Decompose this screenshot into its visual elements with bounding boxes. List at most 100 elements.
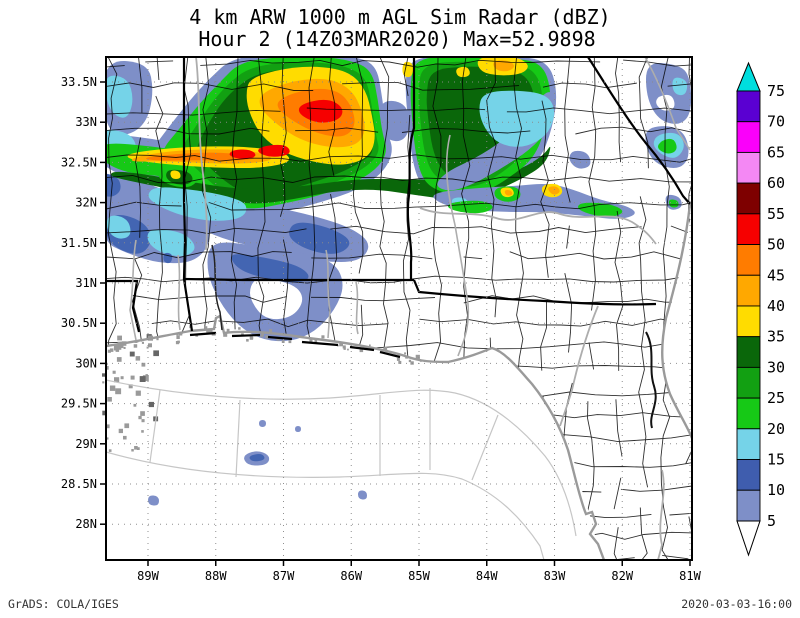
lon-tick-label: 86W — [340, 569, 362, 583]
marsh-speckle — [309, 339, 313, 343]
colorbar-tick-label: 15 — [767, 451, 785, 469]
marsh-speckle — [249, 336, 254, 340]
marsh-speckle — [109, 348, 114, 352]
marsh-speckle — [314, 339, 318, 343]
marsh-speckle — [124, 423, 130, 429]
colorbar-segment — [736, 428, 761, 460]
lat-tick-label: 30.5N — [61, 316, 97, 330]
geography-lines — [106, 57, 692, 560]
lon-tick-label: 87W — [273, 569, 295, 583]
colorbar-segment — [736, 244, 761, 276]
marsh-speckle — [339, 342, 343, 347]
marsh-speckle — [246, 339, 249, 342]
marine-zone-line-1 — [106, 379, 577, 537]
map-frame — [100, 56, 693, 566]
marsh-speckle — [288, 340, 292, 344]
colorbar-segment — [736, 213, 761, 245]
colorbar-segment — [736, 121, 761, 153]
longitude-axis-labels: 89W 88W 87W 86W 85W 84W 83W 82W 81W — [137, 569, 701, 583]
colorbar-tick-label: 35 — [767, 328, 785, 346]
marsh-speckle — [107, 349, 111, 353]
marsh-speckle — [153, 350, 159, 357]
lat-tick-label: 32N — [75, 196, 97, 210]
lat-tick-label: 28.5N — [61, 477, 97, 491]
marsh-speckle — [133, 403, 137, 407]
marsh-speckle — [114, 377, 120, 383]
marsh-speckle — [343, 347, 346, 350]
marsh-speckle — [140, 411, 145, 416]
marsh-speckle — [135, 356, 141, 361]
marsh-speckle — [102, 410, 107, 416]
marsh-speckle — [118, 428, 123, 434]
marsh-speckle — [106, 437, 109, 440]
state-border-ga-sc — [587, 57, 691, 205]
colorbar-tick-label: 60 — [767, 174, 785, 192]
colorbar-segment — [736, 151, 761, 184]
marsh-speckle — [396, 357, 400, 361]
echo-blob-l40 — [548, 186, 560, 195]
echo-blob-l35 — [170, 170, 181, 179]
marsh-speckle — [105, 424, 110, 429]
plot-title-line1: 4 km ARW 1000 m AGL Sim Radar (dBZ) — [189, 5, 610, 29]
marsh-speckle — [142, 375, 149, 382]
marsh-speckle — [337, 344, 339, 347]
marsh-speckle — [146, 346, 149, 349]
colorbar-tick-label: 75 — [767, 82, 785, 100]
river-central-georgia — [419, 207, 657, 245]
marsh-speckle — [115, 348, 120, 352]
marsh-speckle — [136, 447, 140, 450]
colorbar-tick-label: 40 — [767, 297, 785, 315]
lat-tick-label: 32.5N — [61, 155, 97, 169]
marsh-speckle — [123, 346, 126, 349]
colorbar-segment — [736, 182, 761, 215]
marsh-speckle — [404, 352, 407, 355]
marsh-speckle — [123, 435, 127, 440]
lat-tick-label: 31N — [75, 276, 97, 290]
marsh-speckle — [383, 347, 388, 351]
marsh-speckle — [148, 343, 152, 348]
colorbar-tick-label: 10 — [767, 481, 785, 499]
marsh-speckle — [141, 362, 146, 367]
marsh-speckle — [134, 446, 138, 450]
river-sc — [644, 57, 691, 151]
echo-blob-l05 — [148, 495, 159, 506]
marsh-speckle — [176, 335, 180, 339]
lat-tick-label: 28N — [75, 517, 97, 531]
colorbar-segment — [736, 397, 761, 430]
colorbar: 75 70 65 60 55 50 45 40 35 30 25 20 15 10 5 — [736, 61, 785, 557]
marsh-speckle — [177, 340, 180, 344]
river-suwannee — [559, 305, 599, 427]
marsh-speckle — [415, 354, 420, 359]
river-flint-apalachicola — [445, 134, 470, 357]
state-border-ms-al — [182, 57, 194, 332]
marsh-speckle — [141, 341, 144, 344]
river-fl-interior — [657, 469, 665, 560]
echo-blob-l40 — [493, 60, 514, 72]
marsh-speckle — [359, 348, 364, 353]
marsh-speckle — [347, 348, 349, 351]
lat-tick-label: 29N — [75, 437, 97, 451]
marsh-speckle — [129, 351, 135, 357]
echo-blob-l15 — [148, 187, 247, 221]
colorbar-segment — [736, 90, 761, 123]
marsh-speckle — [115, 388, 122, 395]
river-pearl — [129, 239, 137, 341]
marsh-speckle — [119, 344, 123, 349]
colorbar-tick-label: 55 — [767, 205, 785, 223]
lat-tick-label: 29.5N — [61, 397, 97, 411]
echo-blob-l10 — [106, 173, 121, 197]
echo-blob-l40 — [504, 190, 513, 196]
lat-tick-label: 33.5N — [61, 75, 97, 89]
echo-blob-l10 — [231, 254, 309, 283]
marsh-speckle — [141, 419, 145, 423]
marsh-speckle — [102, 373, 106, 377]
state-border-ga-fl — [412, 279, 657, 306]
marsh-speckle — [342, 345, 346, 349]
colorbar-segment — [736, 305, 761, 338]
marsh-speckle — [135, 390, 141, 396]
marsh-speckle — [120, 376, 124, 380]
marsh-speckle — [208, 328, 213, 333]
marsh-speckle — [269, 329, 273, 332]
echo-blob-l05 — [358, 490, 367, 500]
